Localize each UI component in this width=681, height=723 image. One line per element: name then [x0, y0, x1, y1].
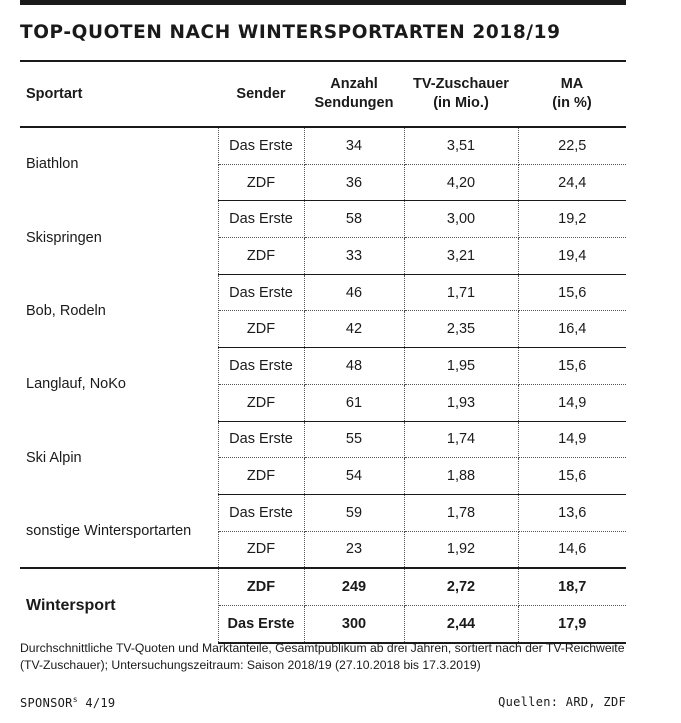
table-row: ZDF 61 1,93 14,9 [20, 384, 626, 422]
zuschauer-cell: 1,88 [404, 457, 519, 495]
anzahl-cell: 42 [304, 310, 405, 349]
sources: Quellen: ARD, ZDF [498, 695, 626, 709]
anzahl-cell: 59 [304, 494, 405, 532]
zuschauer-cell: 1,92 [404, 531, 519, 569]
ma-cell: 14,9 [518, 384, 626, 422]
anzahl-cell: 61 [304, 384, 405, 422]
sender-cell: ZDF [218, 237, 305, 275]
sender-cell: Das Erste [218, 494, 305, 532]
table-row: Biathlon Das Erste 34 3,51 22,5 [20, 127, 626, 201]
table-row: Ski Alpin Das Erste 55 1,74 14,9 [20, 421, 626, 495]
anzahl-cell: 46 [304, 274, 405, 312]
anzahl-cell: 34 [304, 127, 405, 165]
sport-name: Bob, Rodeln [20, 274, 219, 348]
anzahl-cell: 36 [304, 164, 405, 202]
table-row: sonstige Wintersportarten Das Erste 59 1… [20, 494, 626, 569]
sport-name: Skispringen [20, 200, 219, 275]
anzahl-cell: 23 [304, 531, 405, 569]
header-anzahl: Anzahl Sendungen [304, 62, 404, 128]
sender-cell: Das Erste [218, 274, 305, 312]
ma-cell: 14,9 [518, 421, 626, 459]
sender-cell: ZDF [218, 310, 305, 349]
ma-cell: 19,2 [518, 200, 626, 239]
sender-cell: Das Erste [218, 347, 305, 385]
table-row: Skispringen Das Erste 58 3,00 19,2 [20, 200, 626, 275]
publication-name: SPONSOR [20, 696, 73, 710]
zuschauer-cell: 4,20 [404, 164, 519, 202]
table-row: ZDF 23 1,92 14,6 [20, 531, 626, 569]
table-row: Langlauf, NoKo Das Erste 48 1,95 15,6 [20, 347, 626, 421]
zuschauer-cell: 3,21 [404, 237, 519, 275]
table-row: ZDF 36 4,20 24,4 [20, 164, 626, 202]
anzahl-cell: 58 [304, 200, 405, 239]
header-sportart: Sportart [20, 62, 218, 128]
ma-cell: 16,4 [518, 310, 626, 349]
sender-cell: ZDF [218, 164, 305, 202]
total-row: Das Erste 300 2,44 17,9 [20, 605, 626, 644]
ma-cell: 15,6 [518, 347, 626, 385]
publication-issue: 4/19 [77, 696, 116, 710]
quota-table: Sportart Sender Anzahl Sendungen TV-Zusch… [20, 60, 626, 644]
ma-cell: 15,6 [518, 274, 626, 312]
anzahl-cell: 33 [304, 237, 405, 275]
table-row: ZDF 33 3,21 19,4 [20, 237, 626, 275]
sender-cell: Das Erste [218, 421, 305, 459]
zuschauer-cell: 2,72 [404, 567, 519, 606]
header-zuschauer: TV-Zuschauer (in Mio.) [404, 62, 518, 128]
table-row: ZDF 42 2,35 16,4 [20, 310, 626, 349]
anzahl-cell: 55 [304, 421, 405, 459]
sender-cell: ZDF [218, 531, 305, 569]
sender-cell: ZDF [218, 567, 305, 606]
sport-name: Biathlon [20, 127, 219, 201]
sport-name: Langlauf, NoKo [20, 347, 219, 421]
zuschauer-cell: 1,71 [404, 274, 519, 312]
ma-cell: 24,4 [518, 164, 626, 202]
table-row: ZDF 54 1,88 15,6 [20, 457, 626, 495]
sender-cell: ZDF [218, 384, 305, 422]
header-sender: Sender [218, 62, 304, 128]
zuschauer-cell: 2,35 [404, 310, 519, 349]
ma-cell: 18,7 [518, 567, 626, 606]
zuschauer-cell: 1,95 [404, 347, 519, 385]
anzahl-cell: 48 [304, 347, 405, 385]
source-line: SPONSORs 4/19 Quellen: ARD, ZDF [20, 695, 626, 710]
zuschauer-cell: 3,00 [404, 200, 519, 239]
footnote: Durchschnittliche TV-Quoten und Marktant… [20, 640, 660, 674]
zuschauer-cell: 2,44 [404, 605, 519, 644]
zuschauer-cell: 1,74 [404, 421, 519, 459]
total-label: Wintersport [20, 567, 219, 643]
zuschauer-cell: 1,93 [404, 384, 519, 422]
ma-cell: 15,6 [518, 457, 626, 495]
ma-cell: 14,6 [558, 541, 587, 558]
sender-cell: ZDF [218, 457, 305, 495]
anzahl-cell: 54 [304, 457, 405, 495]
sender-cell: Das Erste [218, 127, 305, 165]
ma-cell: 13,6 [518, 494, 626, 532]
footnote-line-1: Durchschnittliche TV-Quoten und Marktant… [20, 641, 625, 655]
sport-name: Ski Alpin [20, 421, 219, 495]
zuschauer-cell: 3,51 [404, 127, 519, 165]
anzahl-cell: 249 [304, 567, 405, 606]
total-row: Wintersport ZDF 249 2,72 18,7 [20, 567, 626, 643]
table-header-row: Sportart Sender Anzahl Sendungen TV-Zusch… [20, 62, 626, 128]
sender-cell: Das Erste [218, 605, 305, 644]
ma-cell: 19,4 [518, 237, 626, 275]
zuschauer-cell: 1,78 [404, 494, 519, 532]
table-row: Bob, Rodeln Das Erste 46 1,71 15,6 [20, 274, 626, 348]
anzahl-cell: 300 [304, 605, 405, 644]
page-title: TOP-QUOTEN NACH WINTERSPORTARTEN 2018/19 [20, 22, 561, 43]
ma-cell: 22,5 [518, 127, 626, 165]
header-ma: MA (in %) [518, 62, 626, 128]
ma-cell: 17,9 [518, 605, 626, 644]
sender-cell: Das Erste [218, 200, 305, 239]
sport-name: sonstige Wintersportarten [20, 494, 219, 569]
top-rule [20, 0, 626, 5]
footnote-line-2: (TV-Zuschauer); Untersuchungszeitraum: S… [20, 658, 481, 672]
publication-sup: s [72, 695, 78, 704]
